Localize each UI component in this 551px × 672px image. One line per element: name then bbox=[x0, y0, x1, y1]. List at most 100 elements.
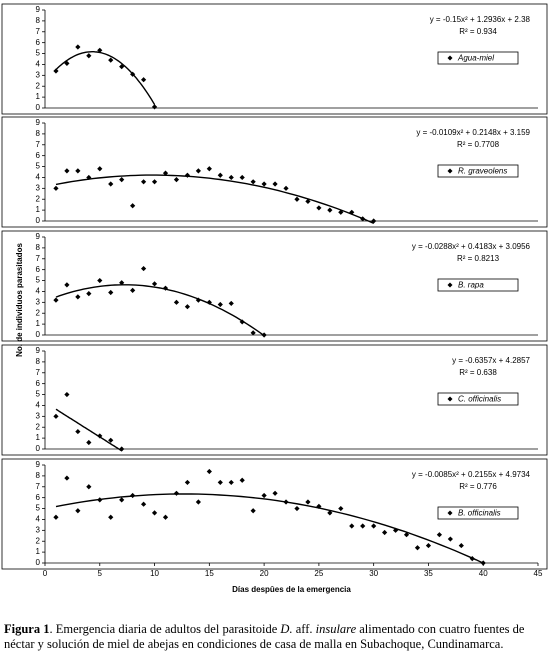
legend-label: C. officinalis bbox=[458, 395, 501, 404]
caption-text: D. bbox=[280, 622, 293, 636]
data-point bbox=[250, 330, 256, 336]
y-tick-label: 9 bbox=[36, 5, 41, 14]
data-point bbox=[239, 174, 245, 181]
x-tick-label: 15 bbox=[205, 569, 214, 578]
y-tick-label: 6 bbox=[36, 38, 41, 47]
data-point bbox=[228, 479, 234, 486]
x-axis-label: Días despûes de la emergencia bbox=[232, 585, 351, 594]
y-tick-label: 2 bbox=[36, 194, 41, 203]
data-point bbox=[130, 287, 136, 293]
data-point bbox=[261, 332, 267, 338]
legend-box bbox=[437, 506, 519, 520]
y-tick-label: 0 bbox=[36, 558, 41, 567]
data-point bbox=[162, 285, 169, 291]
y-tick-label: 1 bbox=[36, 433, 41, 442]
data-point bbox=[360, 216, 366, 222]
data-point bbox=[97, 277, 103, 284]
x-tick-label: 45 bbox=[534, 569, 543, 578]
y-tick-label: 7 bbox=[36, 27, 41, 36]
data-point bbox=[206, 166, 212, 172]
data-point bbox=[64, 391, 70, 398]
trend-equation: y = -0.0288x² + 0.4183x + 3.0956 bbox=[412, 242, 531, 251]
data-point bbox=[97, 497, 103, 503]
data-point bbox=[371, 218, 377, 224]
x-tick-label: 25 bbox=[314, 569, 323, 578]
data-point bbox=[64, 475, 70, 481]
y-tick-label: 4 bbox=[36, 515, 41, 524]
y-tick-label: 8 bbox=[36, 129, 41, 138]
data-point bbox=[195, 168, 201, 174]
trend-equation: y = -0.15x² + 1.2936x + 2.38 bbox=[430, 15, 531, 24]
data-point bbox=[141, 265, 147, 272]
y-tick-label: 4 bbox=[36, 173, 41, 182]
y-tick-label: 0 bbox=[36, 330, 41, 339]
data-point bbox=[86, 174, 92, 181]
data-point bbox=[53, 297, 59, 303]
data-point bbox=[75, 44, 81, 50]
data-point bbox=[119, 64, 125, 70]
data-point bbox=[86, 291, 92, 297]
caption-text: . Emergencia diaria de adultos del paras… bbox=[49, 622, 281, 636]
trend-line bbox=[55, 174, 374, 224]
y-tick-label: 6 bbox=[36, 493, 41, 502]
y-tick-label: 5 bbox=[36, 390, 41, 399]
legend-label: Agua-miel bbox=[457, 54, 494, 63]
y-tick-label: 1 bbox=[36, 547, 41, 556]
data-point bbox=[294, 505, 300, 512]
data-point bbox=[173, 490, 180, 496]
data-point bbox=[53, 68, 59, 74]
r-squared: R² = 0.638 bbox=[459, 368, 497, 377]
y-tick-label: 3 bbox=[36, 70, 41, 79]
data-point bbox=[64, 60, 70, 66]
data-point bbox=[130, 71, 136, 77]
data-point bbox=[119, 446, 125, 452]
legend-box bbox=[437, 392, 519, 406]
data-point bbox=[327, 207, 333, 213]
x-tick-label: 5 bbox=[98, 569, 103, 578]
y-tick-label: 2 bbox=[36, 422, 41, 431]
legend-marker bbox=[447, 510, 453, 516]
data-point bbox=[151, 281, 158, 287]
data-point bbox=[272, 490, 278, 496]
data-point bbox=[327, 510, 333, 516]
trend-line bbox=[55, 51, 156, 105]
data-point bbox=[108, 514, 114, 520]
data-point bbox=[75, 508, 81, 514]
data-point bbox=[141, 179, 147, 185]
data-point bbox=[53, 185, 59, 191]
y-tick-label: 3 bbox=[36, 297, 41, 306]
data-point bbox=[162, 170, 169, 176]
caption-text: Figura 1 bbox=[4, 622, 50, 636]
y-tick-label: 4 bbox=[36, 60, 41, 69]
data-point bbox=[162, 514, 169, 520]
y-tick-label: 7 bbox=[36, 482, 41, 491]
data-point bbox=[108, 437, 114, 443]
x-tick-label: 20 bbox=[260, 569, 269, 578]
legend-label: R. graveolens bbox=[458, 167, 507, 176]
x-tick-label: 35 bbox=[424, 569, 433, 578]
y-tick-label: 4 bbox=[36, 401, 41, 410]
y-tick-label: 6 bbox=[36, 151, 41, 160]
data-point bbox=[480, 560, 486, 566]
y-tick-label: 5 bbox=[36, 162, 41, 171]
y-tick-label: 3 bbox=[36, 525, 41, 534]
data-point bbox=[206, 299, 212, 305]
data-point bbox=[75, 428, 81, 435]
data-point bbox=[195, 297, 201, 303]
legend-marker bbox=[447, 168, 453, 174]
caption-text: insulare bbox=[315, 622, 357, 636]
y-tick-label: 0 bbox=[36, 103, 41, 112]
trend-line bbox=[55, 408, 123, 452]
y-tick-label: 1 bbox=[36, 92, 41, 101]
y-tick-label: 8 bbox=[36, 243, 41, 252]
r-squared: R² = 0.8213 bbox=[457, 254, 500, 263]
data-point bbox=[130, 492, 136, 499]
legend-label: B. rapa bbox=[458, 281, 484, 290]
data-point bbox=[283, 185, 289, 191]
data-point bbox=[239, 319, 245, 325]
data-point bbox=[75, 168, 81, 174]
panel-frame bbox=[1, 458, 548, 570]
data-point bbox=[97, 166, 103, 172]
data-point bbox=[360, 523, 366, 529]
